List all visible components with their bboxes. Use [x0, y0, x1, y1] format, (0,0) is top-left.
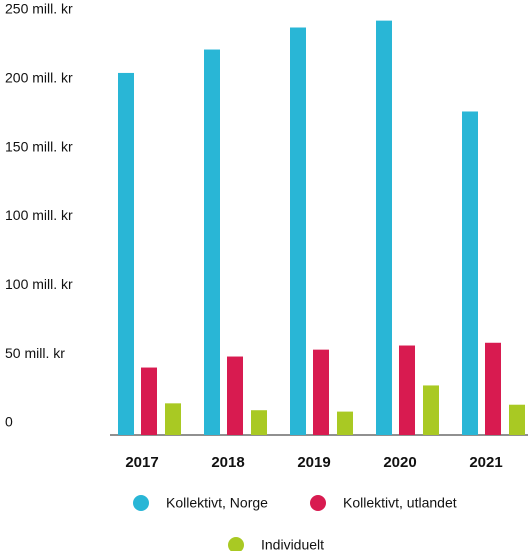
bar	[423, 385, 439, 435]
x-tick-label: 2018	[211, 454, 244, 471]
x-tick-label: 2019	[297, 454, 330, 471]
x-tick-label: 2020	[383, 454, 416, 471]
bar	[399, 345, 415, 435]
y-tick-label: 200 mill. kr	[5, 70, 73, 86]
x-tick-label: 2021	[469, 454, 502, 471]
bar	[462, 111, 478, 435]
bar	[165, 403, 181, 435]
y-tick-label: 0	[5, 414, 13, 430]
y-tick-label: 100 mill. kr	[5, 207, 73, 223]
bar	[376, 20, 392, 436]
bar	[337, 411, 353, 435]
bar	[290, 27, 306, 436]
y-tick-label: 50 mill. kr	[5, 345, 65, 361]
bar	[118, 72, 134, 435]
bar	[251, 410, 267, 435]
bar	[141, 367, 157, 435]
y-tick-label: 250 mill. kr	[5, 1, 73, 17]
bar	[313, 349, 329, 435]
bar	[204, 49, 220, 436]
legend-label: Kollektivt, utlandet	[343, 495, 457, 511]
bar	[485, 342, 501, 435]
legend-swatch	[228, 537, 244, 551]
bar	[227, 356, 243, 435]
bar	[509, 404, 525, 435]
legend-label: Kollektivt, Norge	[166, 495, 268, 511]
legend-swatch	[310, 495, 326, 511]
legend-label: Individuelt	[261, 537, 324, 551]
y-tick-label: 150 mill. kr	[5, 138, 73, 154]
x-tick-label: 2017	[125, 454, 158, 471]
y-tick-label: 100 mill. kr	[5, 276, 73, 292]
legend-swatch	[133, 495, 149, 511]
